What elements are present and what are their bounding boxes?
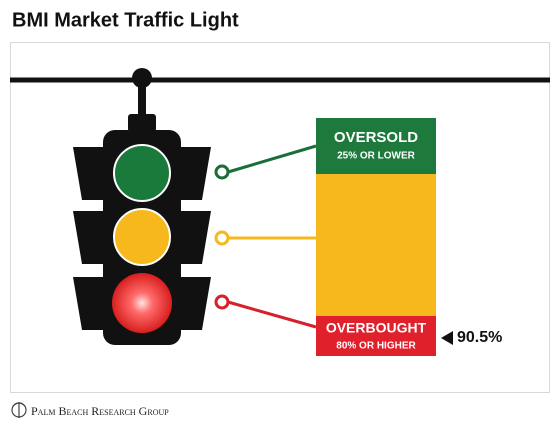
neutral-zone <box>316 174 436 316</box>
oversold-zone <box>316 118 436 174</box>
overbought-zone <box>316 316 436 356</box>
red-light <box>112 273 172 333</box>
hanger-cap <box>128 114 156 132</box>
light-flaps <box>73 147 211 330</box>
indicator-arrow <box>441 331 453 345</box>
yellow-light <box>113 208 171 266</box>
title: BMI Market Traffic Light <box>12 9 239 31</box>
zone-sublabel: 80% OR HIGHER <box>336 341 416 352</box>
footer-brand: Palm Beach Research Group <box>31 404 169 418</box>
zone-sublabel: 25% OR LOWER <box>337 151 416 162</box>
zone-label: OVERSOLD <box>334 129 418 146</box>
green-light <box>113 144 171 202</box>
hanger-pole <box>138 78 146 130</box>
zone-label: OVERBOUGHT <box>326 320 427 336</box>
indicator-value: 90.5% <box>457 329 502 346</box>
footer-logo <box>11 402 27 418</box>
connectors <box>214 144 317 329</box>
